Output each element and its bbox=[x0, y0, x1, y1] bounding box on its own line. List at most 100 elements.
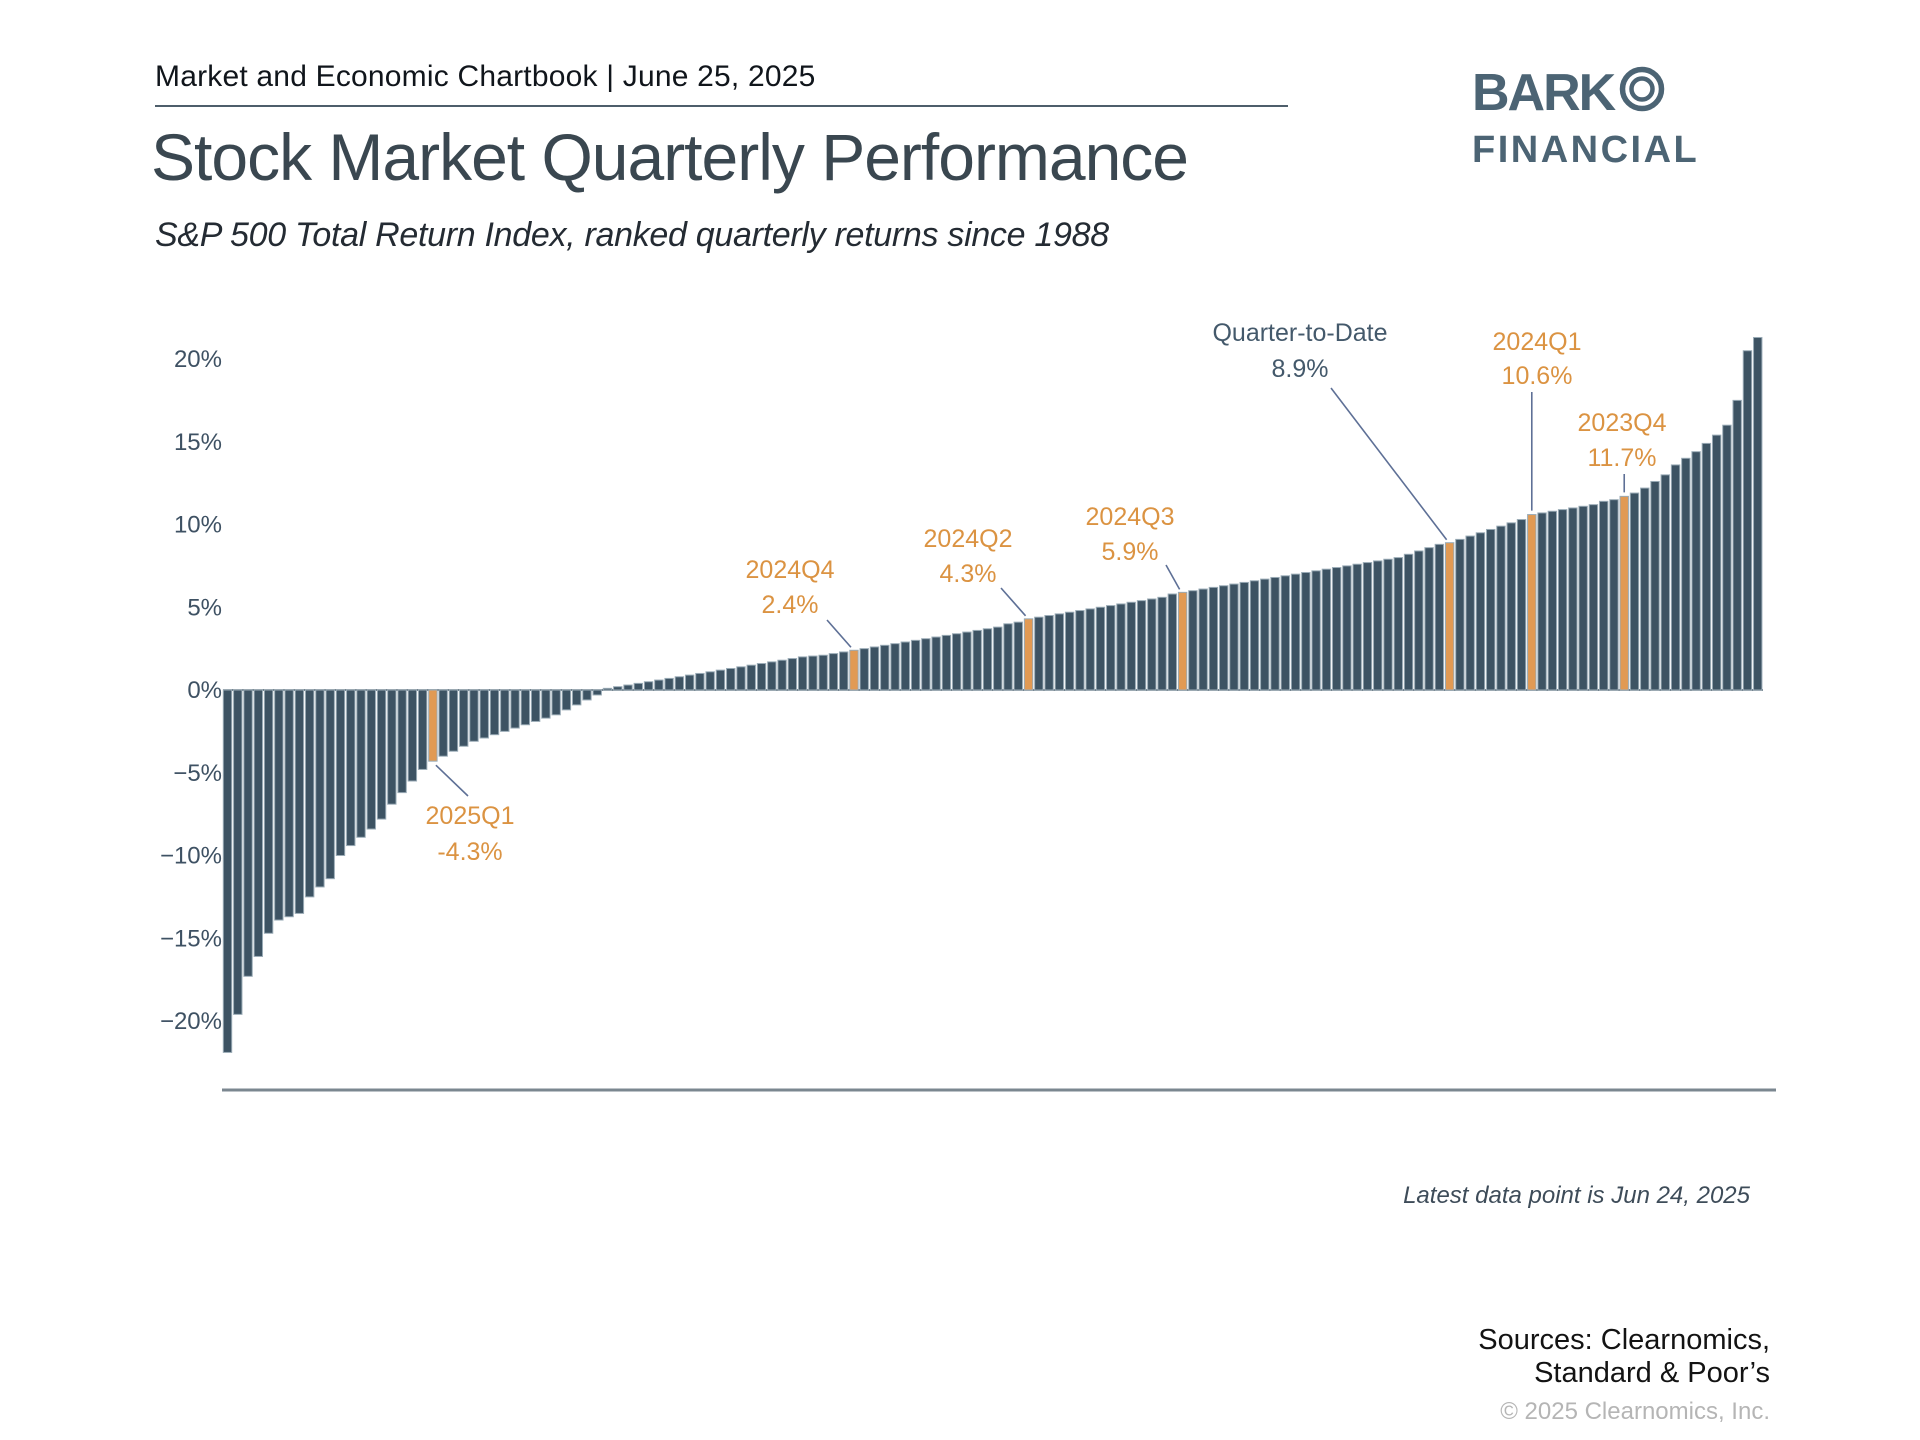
y-axis-tick-label: 20% bbox=[174, 346, 222, 373]
return-bar bbox=[1732, 399, 1742, 691]
highlighted-return-bar bbox=[1444, 542, 1455, 691]
annotation-label: 2024Q3 bbox=[1086, 503, 1175, 531]
return-bar bbox=[910, 639, 921, 691]
return-bar bbox=[1167, 593, 1178, 691]
return-bar bbox=[900, 641, 911, 691]
return-bar bbox=[1506, 522, 1516, 691]
return-bar bbox=[808, 655, 818, 691]
y-axis-tick-label: 10% bbox=[174, 512, 222, 539]
return-bar bbox=[1650, 480, 1660, 691]
return-bar bbox=[1640, 487, 1650, 691]
annotation-value: 4.3% bbox=[940, 560, 997, 588]
annotation-value: 10.6% bbox=[1502, 362, 1573, 390]
sources-block: Sources: Clearnomics, Standard & Poor’s … bbox=[1478, 1324, 1770, 1426]
return-bar bbox=[222, 689, 233, 1053]
return-bar bbox=[931, 636, 941, 691]
return-bar bbox=[1085, 608, 1095, 691]
return-bar bbox=[1516, 519, 1527, 691]
return-bar bbox=[1609, 499, 1619, 691]
sources-line-2: Standard & Poor’s bbox=[1534, 1357, 1770, 1390]
return-bar bbox=[1722, 424, 1732, 691]
brand-word-bark: BARK bbox=[1472, 63, 1616, 122]
return-bar bbox=[1701, 442, 1712, 691]
highlighted-return-bar bbox=[849, 649, 859, 691]
return-bar bbox=[1537, 512, 1547, 691]
return-bar bbox=[1208, 586, 1219, 691]
return-bar bbox=[1003, 623, 1013, 691]
return-bar bbox=[695, 672, 705, 691]
return-bar bbox=[993, 626, 1003, 691]
return-bar bbox=[1054, 613, 1065, 691]
return-bar bbox=[541, 689, 551, 719]
annotation-value: -4.3% bbox=[437, 838, 502, 866]
return-bar bbox=[233, 689, 243, 1015]
return-bar bbox=[1362, 562, 1373, 691]
return-bar bbox=[1126, 601, 1136, 691]
return-bar bbox=[376, 689, 387, 820]
return-bar bbox=[1342, 565, 1352, 691]
return-bar bbox=[941, 634, 952, 691]
return-bar bbox=[839, 651, 849, 691]
annotation-value: 11.7% bbox=[1587, 444, 1656, 472]
return-bar bbox=[1290, 573, 1301, 691]
brand-logo: BARK FINANCIAL bbox=[1472, 64, 1700, 171]
return-bar bbox=[397, 689, 407, 794]
brand-logo-line1: BARK bbox=[1472, 64, 1699, 121]
return-bar bbox=[1095, 606, 1106, 691]
return-bar bbox=[407, 689, 418, 782]
return-bar bbox=[715, 669, 726, 691]
return-bar bbox=[1629, 492, 1640, 691]
return-bar bbox=[1588, 504, 1599, 691]
y-axis-tick-label: −10% bbox=[160, 843, 222, 870]
return-bar bbox=[756, 663, 767, 691]
return-bar bbox=[1660, 474, 1670, 691]
return-bar bbox=[1598, 500, 1609, 691]
return-bar bbox=[253, 689, 264, 957]
return-bar bbox=[1218, 585, 1229, 691]
return-bar bbox=[890, 643, 900, 691]
highlighted-return-bar bbox=[428, 689, 438, 762]
return-bar bbox=[1434, 543, 1445, 691]
return-bar bbox=[520, 689, 531, 726]
return-bar bbox=[1044, 615, 1054, 691]
return-bar bbox=[1670, 464, 1681, 691]
return-bar bbox=[530, 689, 541, 722]
return-bar bbox=[828, 653, 839, 691]
return-bar bbox=[1403, 553, 1414, 691]
return-bar bbox=[1393, 557, 1403, 691]
return-bar bbox=[325, 689, 335, 880]
annotation-label: 2025Q1 bbox=[426, 802, 515, 830]
return-bar bbox=[1280, 575, 1291, 691]
return-bar bbox=[551, 689, 561, 716]
return-bar bbox=[1321, 568, 1332, 691]
return-bar bbox=[736, 666, 746, 691]
return-bar bbox=[705, 671, 715, 691]
return-bar bbox=[1383, 558, 1393, 691]
brand-word-financial: FINANCIAL bbox=[1472, 129, 1700, 171]
annotation-leader-line bbox=[1330, 387, 1448, 541]
return-bar bbox=[1198, 588, 1208, 691]
annotation-value: 5.9% bbox=[1102, 538, 1159, 566]
latest-data-note: Latest data point is Jun 24, 2025 bbox=[1403, 1182, 1750, 1209]
return-bar bbox=[1013, 621, 1023, 691]
return-bar bbox=[1239, 581, 1249, 691]
return-bar bbox=[1260, 578, 1270, 691]
return-bar bbox=[1568, 507, 1578, 691]
return-bar bbox=[489, 689, 500, 736]
return-bar bbox=[1034, 616, 1044, 691]
return-bar bbox=[335, 689, 346, 856]
return-bar bbox=[1373, 560, 1383, 691]
return-bar bbox=[243, 689, 253, 977]
return-bar bbox=[1753, 336, 1763, 691]
return-bar bbox=[438, 689, 448, 757]
return-bar bbox=[797, 656, 808, 691]
return-bar bbox=[1106, 605, 1116, 691]
return-bar bbox=[777, 659, 787, 691]
return-bar bbox=[500, 689, 510, 732]
return-bar bbox=[1578, 505, 1588, 691]
annotation-leader-line bbox=[435, 764, 469, 797]
return-bar bbox=[746, 664, 756, 691]
return-bar bbox=[1424, 547, 1434, 691]
return-bar bbox=[284, 689, 294, 918]
